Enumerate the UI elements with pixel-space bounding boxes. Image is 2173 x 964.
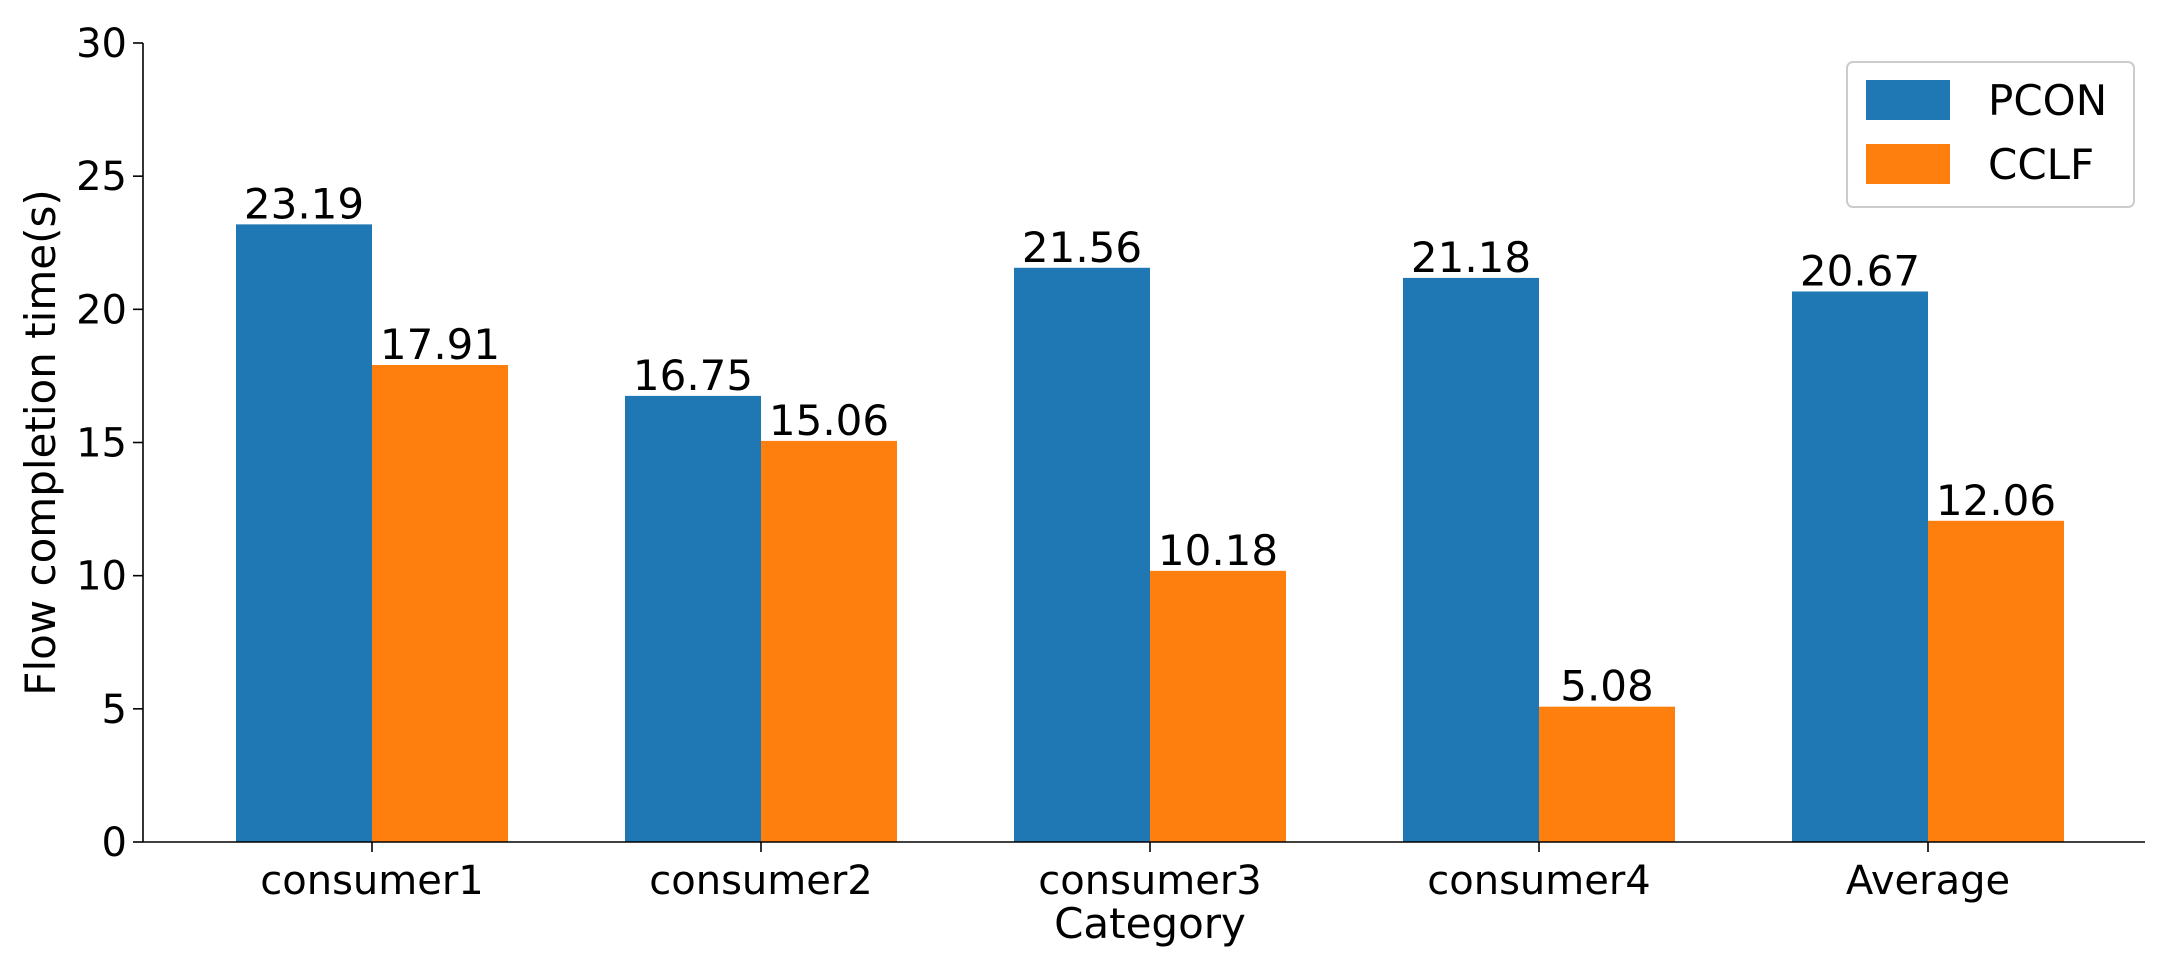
y-tick-label-20: 20 bbox=[76, 287, 127, 333]
legend-swatch-cclf bbox=[1866, 144, 1950, 184]
x-tick-label-consumer1: consumer1 bbox=[260, 858, 483, 904]
bar-pcon-average bbox=[1792, 291, 1928, 842]
value-label-cclf-consumer4: 5.08 bbox=[1560, 662, 1654, 711]
x-tick-label-consumer2: consumer2 bbox=[649, 858, 872, 904]
bar-pcon-consumer4 bbox=[1403, 277, 1539, 842]
x-tick-label-average: Average bbox=[1846, 858, 2010, 904]
x-ticks-layer: consumer1 consumer2 consumer3 consumer4 Aver… bbox=[260, 842, 2010, 904]
bar-pcon-consumer2 bbox=[625, 395, 761, 842]
bar-cclf-consumer4 bbox=[1539, 706, 1675, 842]
bar-cclf-consumer3 bbox=[1150, 570, 1286, 842]
y-axis-label: Flow completion time(s) bbox=[16, 189, 65, 695]
y-ticks-layer: 0 5 10 15 20 25 30 bbox=[76, 21, 143, 866]
y-tick-label-0: 0 bbox=[102, 820, 127, 866]
y-tick-label-5: 5 bbox=[102, 687, 127, 733]
legend-label-pcon: PCON bbox=[1988, 76, 2107, 125]
bar-cclf-average bbox=[1928, 520, 2064, 842]
x-tick-label-consumer4: consumer4 bbox=[1427, 858, 1650, 904]
x-axis-label: Category bbox=[1054, 899, 1246, 948]
value-label-cclf-average: 12.06 bbox=[1936, 476, 2056, 525]
value-labels-layer: 23.19 17.91 16.75 15.06 21.56 10.18 21.18 5.08 2… bbox=[244, 179, 2056, 710]
y-tick-label-10: 10 bbox=[76, 554, 127, 600]
x-tick-label-consumer3: consumer3 bbox=[1038, 858, 1261, 904]
bar-cclf-consumer2 bbox=[761, 440, 897, 842]
value-label-pcon-consumer3: 21.56 bbox=[1022, 223, 1142, 272]
legend-swatch-pcon bbox=[1866, 80, 1950, 120]
y-tick-label-25: 25 bbox=[76, 154, 127, 200]
value-label-pcon-average: 20.67 bbox=[1800, 246, 1920, 295]
legend: PCON CCLF bbox=[1846, 61, 2135, 208]
y-tick-label-30: 30 bbox=[76, 21, 127, 67]
bar-pcon-consumer3 bbox=[1014, 267, 1150, 842]
bar-cclf-consumer1 bbox=[372, 364, 508, 842]
value-label-cclf-consumer1: 17.91 bbox=[380, 320, 500, 369]
value-label-pcon-consumer1: 23.19 bbox=[244, 179, 364, 228]
value-label-cclf-consumer2: 15.06 bbox=[769, 396, 889, 445]
value-label-cclf-consumer3: 10.18 bbox=[1158, 526, 1278, 575]
value-label-pcon-consumer2: 16.75 bbox=[633, 351, 753, 400]
y-tick-label-15: 15 bbox=[76, 421, 127, 467]
bar-pcon-consumer1 bbox=[236, 224, 372, 843]
bars-layer bbox=[236, 224, 2064, 843]
legend-label-cclf: CCLF bbox=[1988, 140, 2094, 189]
value-label-pcon-consumer4: 21.18 bbox=[1411, 233, 1531, 282]
